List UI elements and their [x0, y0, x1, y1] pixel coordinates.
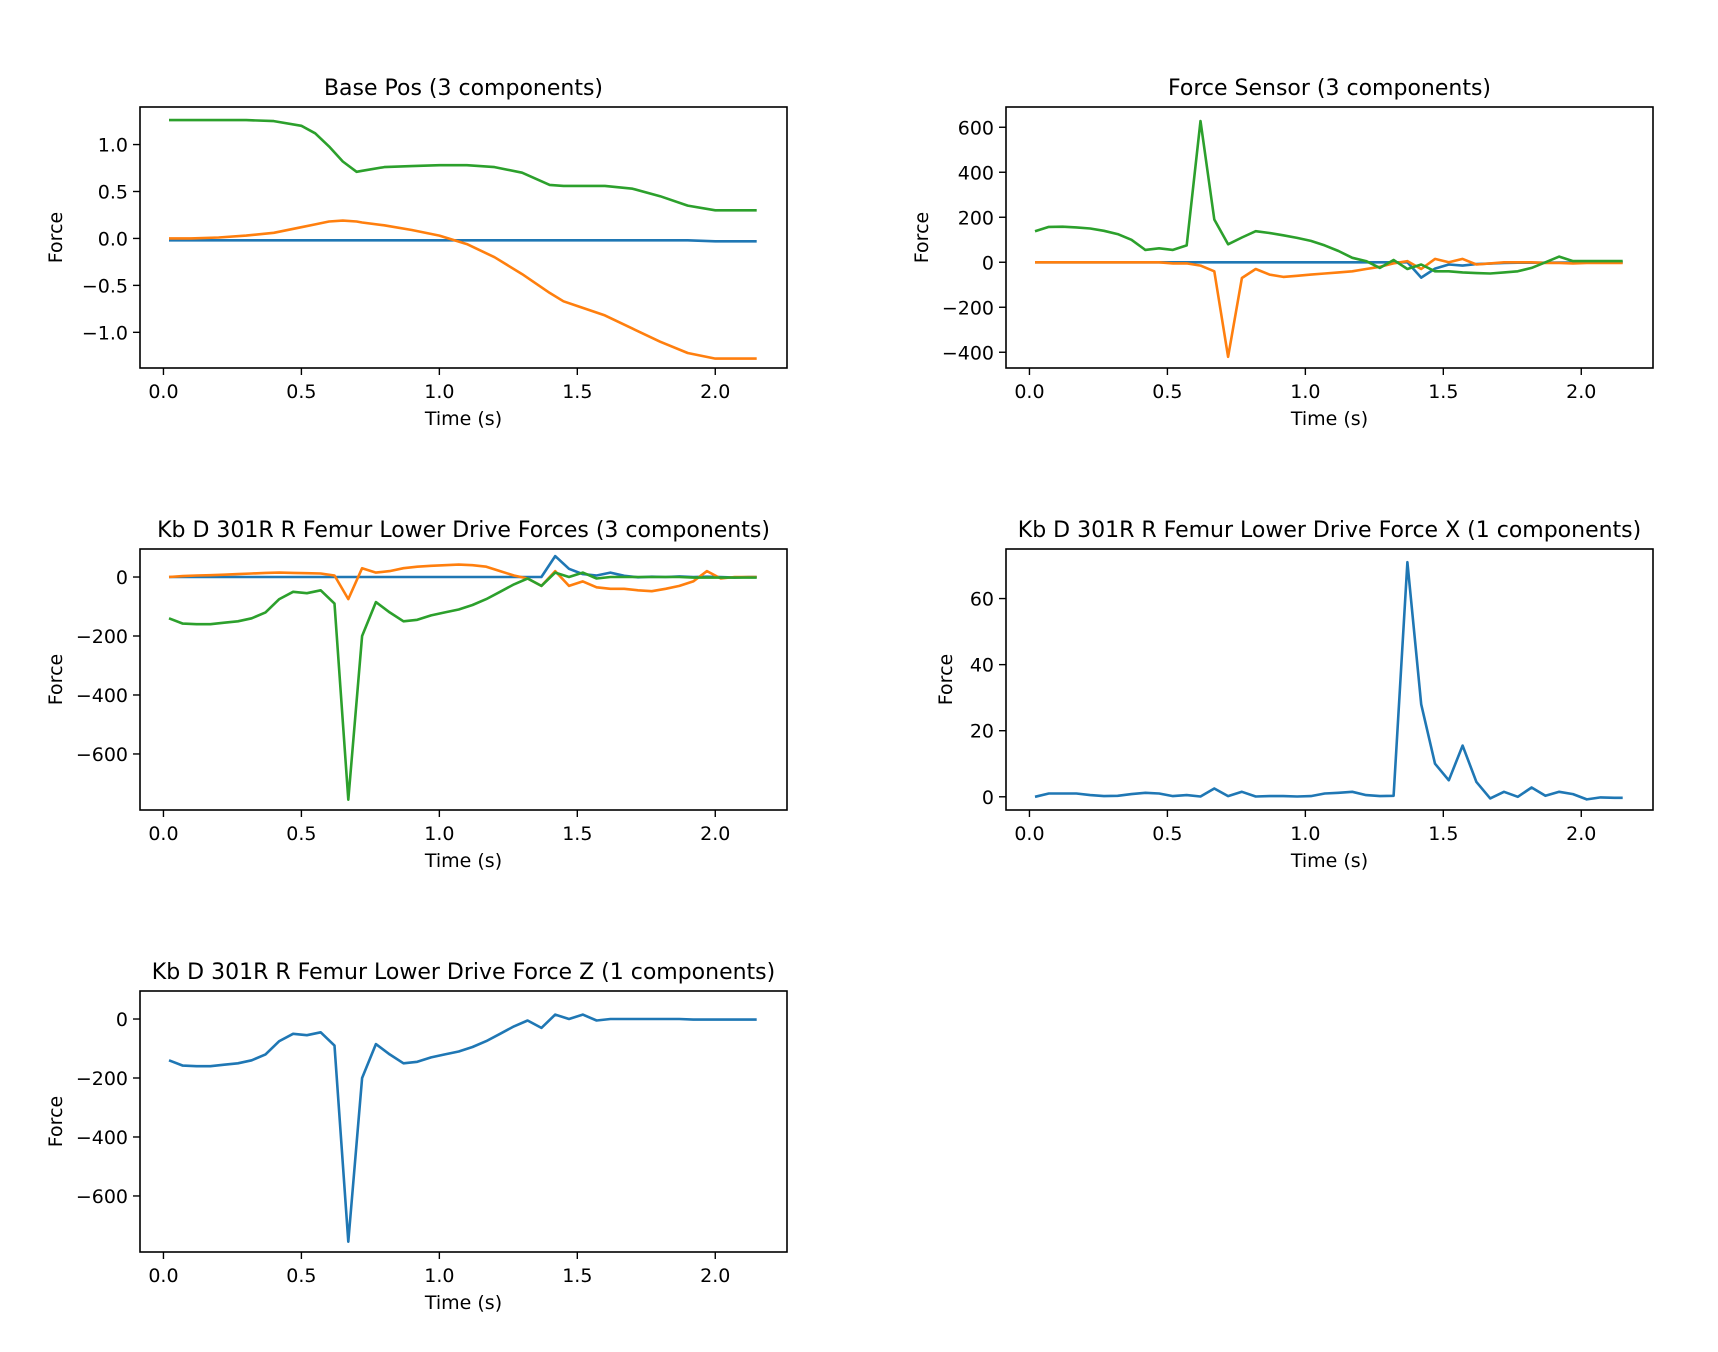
x-tick-label: 1.5: [562, 823, 592, 845]
x-axis-label: Time (s): [1290, 408, 1368, 430]
y-tick-label: 20: [970, 721, 994, 743]
y-tick-label: 600: [958, 117, 994, 139]
x-tick-label: 2.0: [1566, 823, 1596, 845]
x-tick-label: 0.0: [148, 1265, 178, 1287]
x-axis-label: Time (s): [424, 408, 502, 430]
series-line-1: [169, 239, 757, 243]
y-tick-label: 0.0: [98, 228, 128, 250]
x-axis-label: Time (s): [424, 1292, 502, 1314]
y-tick-label: −400: [76, 1127, 128, 1149]
y-tick-label: 0: [982, 252, 994, 274]
x-tick-label: 1.5: [562, 1265, 592, 1287]
x-tick-label: 0.5: [286, 381, 316, 403]
x-axis-label: Time (s): [424, 850, 502, 872]
plot-frame: [139, 106, 788, 369]
x-tick-label: 0.5: [286, 1265, 316, 1287]
x-tick-label: 0.5: [1152, 823, 1182, 845]
series-line-2: [169, 219, 757, 360]
x-tick-label: 2.0: [700, 381, 730, 403]
x-tick-label: 0.0: [148, 381, 178, 403]
chart-title: Force Sensor (3 components): [1168, 76, 1491, 101]
x-tick-label: 1.0: [424, 1265, 454, 1287]
y-tick-label: −400: [76, 685, 128, 707]
chart-title: Kb D 301R R Femur Lower Drive Forces (3 …: [157, 518, 770, 543]
y-tick-label: −1.0: [82, 322, 128, 344]
y-tick-label: −200: [76, 1068, 128, 1090]
x-tick-label: 0.0: [1014, 381, 1044, 403]
x-tick-label: 2.0: [700, 823, 730, 845]
x-tick-label: 0.0: [148, 823, 178, 845]
y-tick-label: 0.5: [98, 181, 128, 203]
y-axis-label: Force: [935, 654, 957, 705]
x-axis-label: Time (s): [1290, 850, 1368, 872]
chart-3: Kb D 301R R Femur Lower Drive Forces (3 …: [45, 518, 788, 872]
series-line-3: [1034, 119, 1623, 275]
y-tick-label: 40: [970, 655, 994, 677]
x-tick-label: 1.5: [562, 381, 592, 403]
chart-title: Kb D 301R R Femur Lower Drive Force X (1…: [1018, 518, 1641, 543]
y-tick-label: −600: [76, 1186, 128, 1208]
y-axis-label: Force: [911, 212, 933, 263]
chart-title: Base Pos (3 components): [324, 76, 603, 101]
x-tick-label: 1.0: [424, 381, 454, 403]
y-axis-label: Force: [45, 212, 67, 263]
y-tick-label: −200: [942, 297, 994, 319]
x-tick-label: 2.0: [1566, 381, 1596, 403]
y-tick-label: −0.5: [82, 275, 128, 297]
y-tick-label: 400: [958, 162, 994, 184]
chart-4: Kb D 301R R Femur Lower Drive Force X (1…: [935, 518, 1654, 872]
x-tick-label: 2.0: [700, 1265, 730, 1287]
plot-frame: [1005, 548, 1654, 811]
plot-frame: [139, 990, 788, 1253]
chart-title: Kb D 301R R Femur Lower Drive Force Z (1…: [152, 960, 775, 985]
y-tick-label: 0: [116, 567, 128, 589]
plot-frame: [1005, 106, 1654, 369]
y-tick-label: 0: [116, 1009, 128, 1031]
plot-frame: [139, 548, 788, 811]
y-axis-label: Force: [45, 1096, 67, 1147]
x-tick-label: 0.5: [286, 823, 316, 845]
y-tick-label: −600: [76, 744, 128, 766]
chart-1: Base Pos (3 components) 0.0 0.5 1.0 1.5 2.0 1.…: [45, 76, 788, 430]
y-tick-label: 200: [958, 207, 994, 229]
series-line-1: [168, 1013, 757, 1243]
x-tick-label: 1.0: [1290, 823, 1320, 845]
y-tick-label: −400: [942, 342, 994, 364]
y-tick-label: 60: [970, 589, 994, 611]
y-tick-label: −200: [76, 626, 128, 648]
series-line-3: [168, 571, 757, 801]
series-line-1: [1034, 560, 1623, 801]
chart-5: Kb D 301R R Femur Lower Drive Force Z (1…: [45, 960, 788, 1314]
x-tick-label: 1.5: [1428, 823, 1458, 845]
x-tick-label: 1.0: [424, 823, 454, 845]
x-tick-label: 1.0: [1290, 381, 1320, 403]
series-line-3: [169, 118, 757, 212]
y-tick-label: 0: [982, 787, 994, 809]
x-tick-label: 1.5: [1428, 381, 1458, 403]
x-tick-label: 0.0: [1014, 823, 1044, 845]
series-line-1: [1035, 261, 1623, 279]
y-axis-label: Force: [45, 654, 67, 705]
series-line-2: [168, 563, 757, 601]
x-tick-label: 0.5: [1152, 381, 1182, 403]
y-tick-label: 1.0: [98, 135, 128, 157]
series-line-2: [1035, 257, 1623, 359]
chart-2: Force Sensor (3 components) 0.0 0.5 1.0 1.5 2…: [911, 76, 1654, 430]
